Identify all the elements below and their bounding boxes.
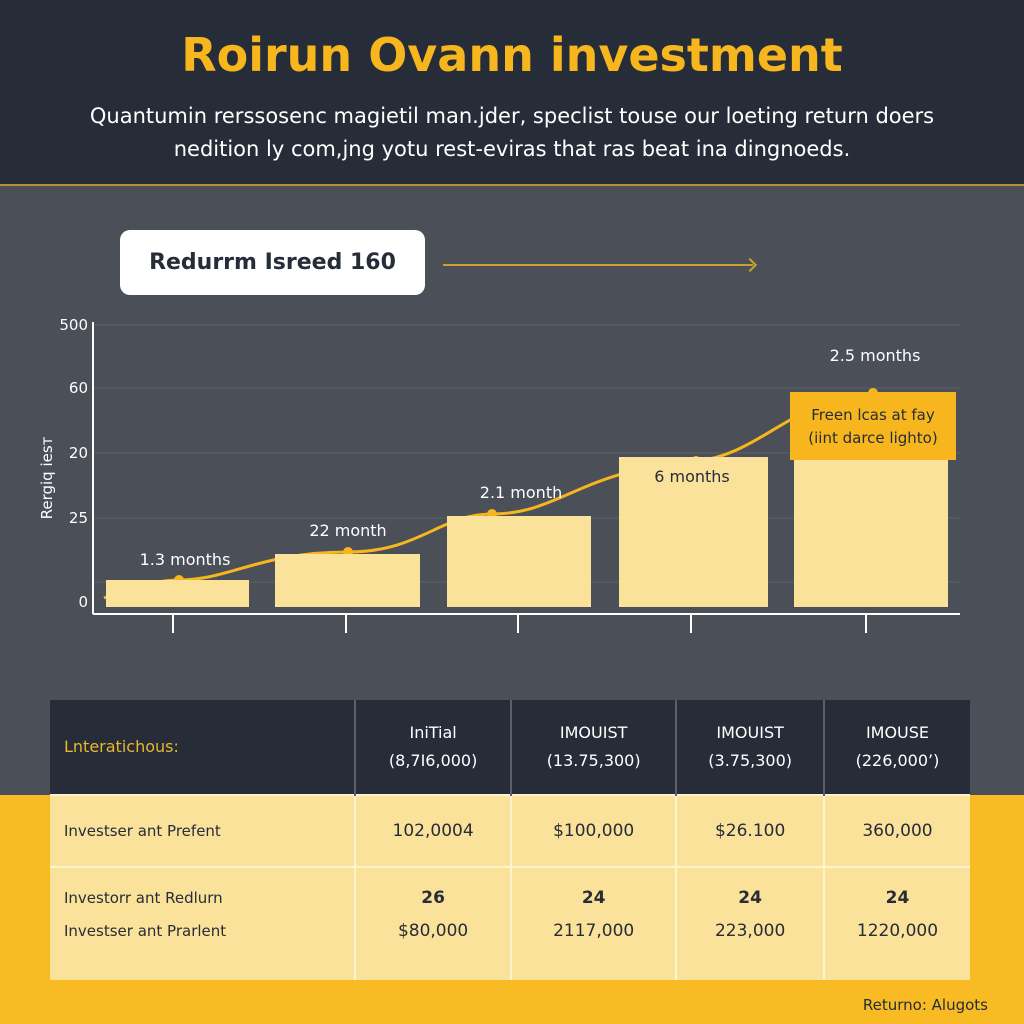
header-line1: IMOUIST: [559, 723, 628, 742]
row-label-line: Investorr ant Redlurn: [64, 889, 223, 907]
bar: [275, 554, 420, 607]
table-cell: $100,000: [510, 794, 677, 867]
cell-top: 24: [581, 888, 606, 908]
arrow-right-icon: [443, 264, 753, 266]
bar-label: 1.3 months: [139, 550, 231, 569]
table-cell: 24 223,000: [675, 866, 824, 980]
header-line2: (13.75,300): [546, 751, 641, 770]
table-cell: 360,000: [822, 794, 970, 867]
bar: [447, 516, 591, 607]
cell-top: 24: [885, 888, 910, 908]
footer-note: Returno: Alugots: [862, 996, 988, 1014]
cell-top: 26: [421, 888, 445, 908]
cell-top: 24: [738, 888, 762, 908]
header-line1: IMOUSE: [865, 723, 930, 742]
header-line2: (3.75,300): [708, 751, 792, 770]
cell-bottom: 223,000: [714, 921, 786, 941]
page-subtitle: Quantumin rerssosenc magietil man.jder, …: [89, 104, 935, 161]
annotation-line1: Freen lcas at fay: [811, 406, 935, 424]
bar-label: 2.1 month: [479, 483, 563, 502]
table-header: IMOUIST (13.75,300): [510, 700, 677, 795]
table-header: IMOUSE (226,000’): [822, 700, 970, 795]
row-label: Investorr ant Redlurn Investser ant Prarl…: [50, 866, 356, 980]
bar-label: 2.5 months: [829, 346, 921, 365]
y-tick: 0: [78, 593, 88, 611]
y-tick: 25: [68, 509, 88, 527]
table-header: IMOUIST (3.75,300): [675, 700, 824, 795]
bar-label: 22 month: [309, 521, 387, 540]
header-line2: (8,7I6,000): [388, 751, 478, 770]
bar-chart: Rergiq iesт 500 60 20 25 0 Freen lcas at…: [38, 316, 960, 633]
header-line2: (226,000’): [855, 751, 940, 770]
header-line1: IMOUIST: [716, 723, 784, 742]
table-cell: 26 $80,000: [354, 866, 512, 980]
table-header: IniTial (8,7I6,000): [354, 700, 512, 795]
annotation-line2: (iint darce lighto): [808, 429, 938, 447]
bar-label: 6 months: [654, 467, 730, 486]
table-cell: 24 1220,000: [822, 866, 970, 980]
y-tick: 20: [68, 444, 88, 462]
y-tick: 500: [59, 316, 88, 334]
row-label: Investser ant Prefent: [50, 794, 356, 867]
table-cell: 102,0004: [354, 794, 512, 867]
y-tick: 60: [68, 379, 88, 397]
bar: [106, 580, 249, 607]
cell-bottom: $80,000: [397, 921, 469, 941]
bar: [619, 457, 768, 607]
table-header-row: Lnteratichous: IniTial (8,7I6,000) IMOUIS…: [50, 700, 970, 795]
table-row: Investorr ant Redlurn Investser ant Prarl…: [50, 866, 970, 980]
table-cell: 24 2117,000: [510, 866, 677, 980]
table-header: Lnteratichous:: [50, 700, 356, 795]
return-callout: Redurrm Isreed 160: [120, 230, 425, 295]
investment-table: Lnteratichous: IniTial (8,7I6,000) IMOUIS…: [50, 700, 970, 980]
header-line1: IniTial: [409, 723, 457, 742]
header: Roirun Ovann investment Quantumin rersso…: [0, 0, 1024, 186]
table-cell: $26.100: [675, 794, 824, 867]
row-label-line: Investser ant Prarlent: [64, 922, 227, 940]
page-title: Roirun Ovann investment: [181, 28, 843, 82]
cell-bottom: 1220,000: [856, 921, 939, 941]
cell-bottom: 2117,000: [553, 921, 635, 941]
table-row: Investser ant Prefent 102,0004 $100,000 …: [50, 794, 970, 867]
highlight-annotation: Freen lcas at fay (iint darce lighto): [790, 392, 956, 460]
